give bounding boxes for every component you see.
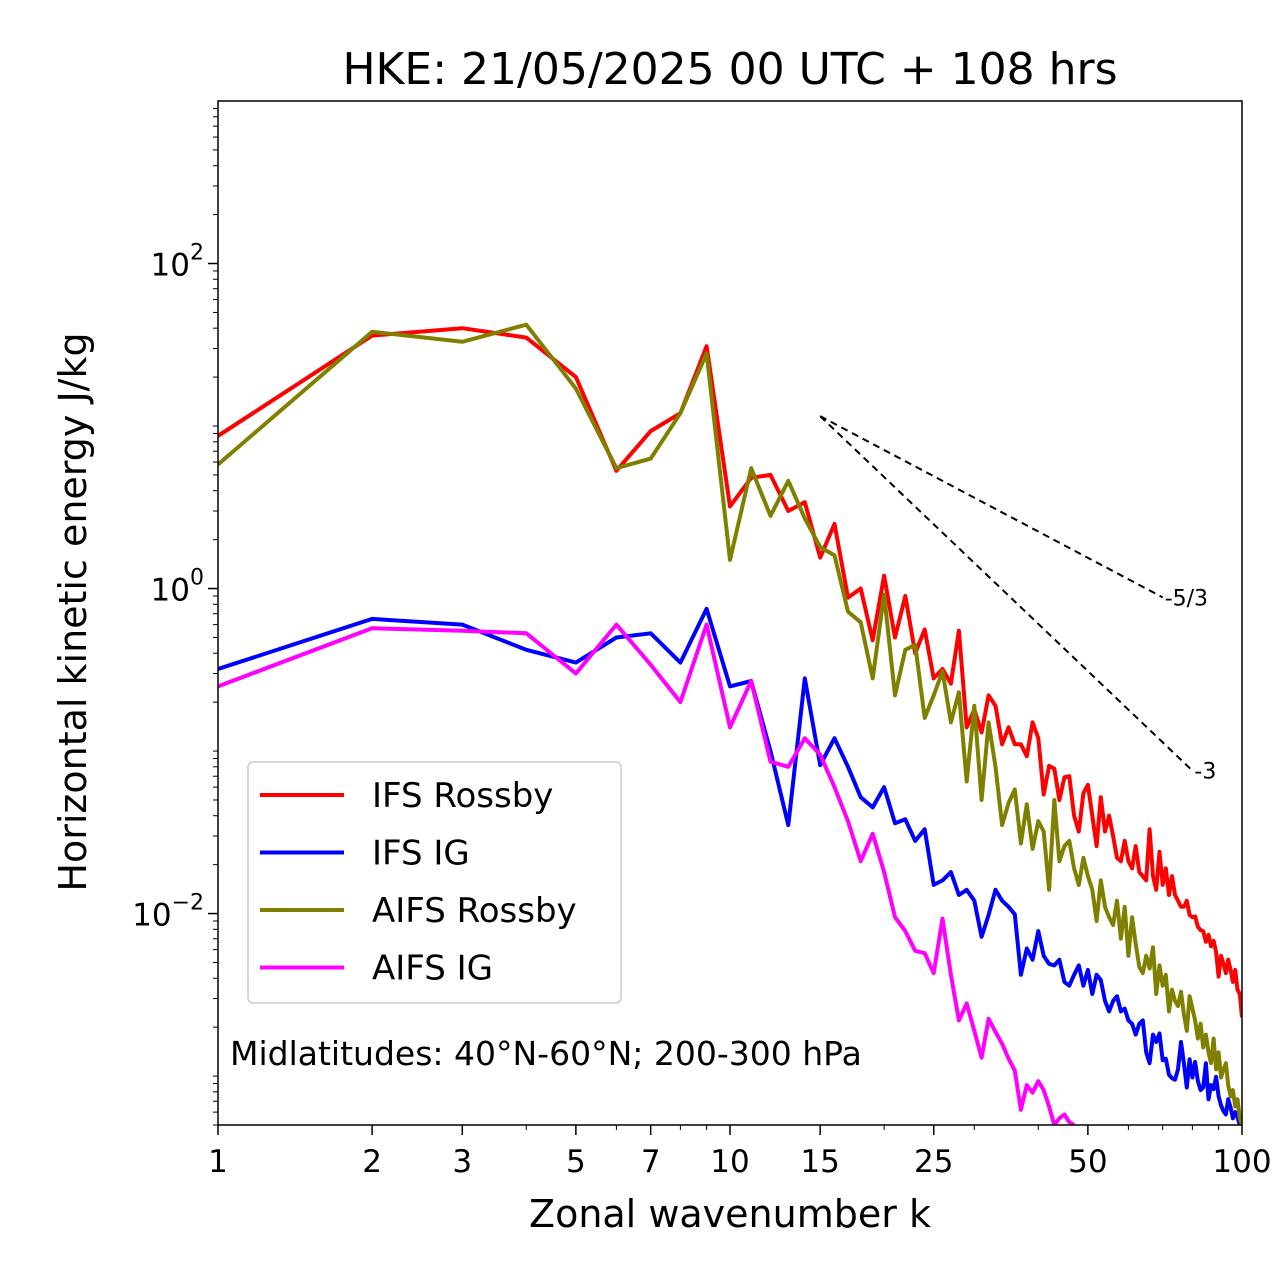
reference-line-label: -5/3 — [1165, 586, 1208, 611]
series-line-ifs-rossby — [218, 326, 1242, 1018]
x-tick-label: 100 — [1212, 1144, 1271, 1180]
reference-line-label: -3 — [1194, 760, 1216, 785]
plot-area: -5/3 -3 — [218, 322, 1242, 1125]
x-tick-label: 2 — [362, 1144, 382, 1180]
y-tick-label: 102 — [151, 241, 204, 284]
y-tick-label: 100 — [151, 566, 204, 609]
chart-title: HKE: 21/05/2025 00 UTC + 108 hrs — [342, 44, 1117, 95]
series-line-aifs-ig — [218, 622, 1076, 1125]
x-tick-label: 7 — [641, 1144, 661, 1180]
x-tick-label: 3 — [452, 1144, 472, 1180]
reference-line-3 — [819, 415, 1194, 772]
legend-label-aifs-ig: AIFS IG — [372, 949, 493, 989]
series-line-ifs-ig — [218, 606, 1242, 1125]
legend-label-ifs-ig: IFS IG — [372, 834, 470, 874]
x-tick-label: 1 — [208, 1144, 228, 1180]
x-tick-label: 10 — [710, 1144, 749, 1180]
y-tick-label: 10−2 — [132, 891, 204, 934]
x-axis-label: Zonal wavenumber k — [529, 1192, 931, 1236]
x-tick-label: 25 — [914, 1144, 953, 1180]
x-tick-label: 5 — [566, 1144, 586, 1180]
y-axis-label: Horizontal kinetic energy J/kg — [51, 332, 95, 891]
x-tick-label: 50 — [1068, 1144, 1107, 1180]
legend-label-aifs-rossby: AIFS Rossby — [372, 891, 577, 931]
legend: IFS Rossby IFS IG AIFS Rossby AIFS IG — [247, 761, 622, 1004]
reference-line-5-3 — [819, 415, 1164, 599]
x-tick-label: 15 — [800, 1144, 839, 1180]
axis-ticks: 1 2 3 5 7 10 15 25 50 100 10−2 100 102 — [132, 107, 1272, 1180]
legend-box — [247, 761, 622, 1004]
series-line-aifs-rossby — [218, 322, 1242, 1125]
legend-label-ifs-rossby: IFS Rossby — [372, 776, 553, 816]
region-annotation: Midlatitudes: 40°N-60°N; 200-300 hPa — [230, 1034, 862, 1073]
